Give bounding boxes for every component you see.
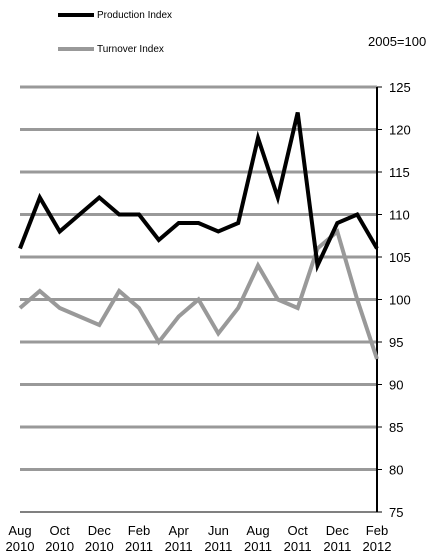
- x-tick-label-0: Aug 2010: [6, 523, 35, 554]
- gridlines: [20, 85, 377, 471]
- y-tick-label-80: 80: [389, 463, 403, 478]
- y-tick-label-75: 75: [389, 505, 403, 520]
- legend-label-production: Production Index: [97, 10, 172, 21]
- x-tick-label-3: Feb 2011: [125, 523, 153, 554]
- x-tick-label-2: Dec 2010: [85, 523, 114, 554]
- x-tick-label-8: Dec 2011: [323, 523, 351, 554]
- y-tick-label-110: 110: [389, 208, 410, 223]
- x-tick-label-1: Oct 2010: [45, 523, 74, 554]
- x-tick-label-7: Oct 2011: [284, 523, 312, 554]
- y-tick-label-115: 115: [389, 165, 410, 180]
- x-tick-label-9: Feb 2012: [363, 523, 392, 554]
- y-tick-label-95: 95: [389, 335, 403, 350]
- series-line-turnover-index: [18, 227, 379, 360]
- y-tick-label-105: 105: [389, 250, 411, 265]
- legend-label-turnover: Turnover Index: [97, 44, 164, 55]
- x-tick-label-5: Jun 2011: [204, 523, 232, 554]
- series-line-production-index: [18, 112, 379, 273]
- y-tick-label-85: 85: [389, 420, 403, 435]
- y-tick-label-100: 100: [389, 293, 411, 308]
- legend: Production Index Turnover Index: [58, 10, 172, 55]
- y-tick-label-120: 120: [389, 123, 411, 138]
- x-tick-label-6: Aug 2011: [244, 523, 272, 554]
- y-axis: 75 80 85 90 95 100 105 110 115 120 125: [376, 80, 411, 520]
- base-year-note: 2005=100: [368, 34, 426, 49]
- series-lines: [18, 112, 379, 360]
- y-tick-label-90: 90: [389, 378, 403, 393]
- y-tick-label-125: 125: [389, 80, 411, 95]
- x-axis: Aug 2010 Oct 2010 Dec 2010 Feb 2011 Apr 2011 Jun 20…: [6, 511, 392, 554]
- x-tick-label-4: Apr 2011: [165, 523, 193, 554]
